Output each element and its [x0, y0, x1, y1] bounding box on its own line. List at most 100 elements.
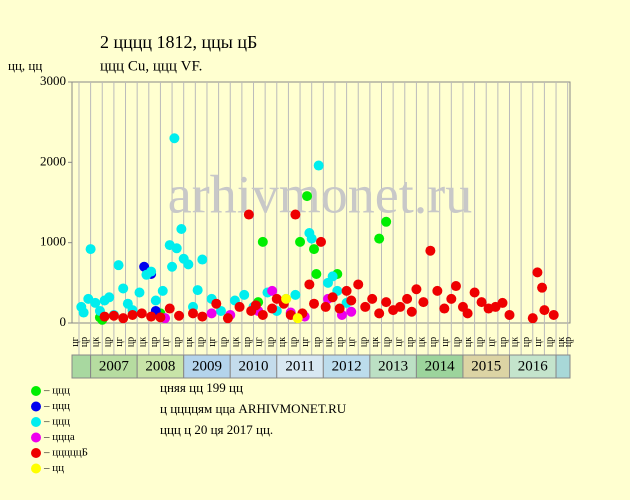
note: ц ццццям цца ARHIVMONET.RU [160, 401, 347, 416]
point [104, 292, 115, 303]
point [118, 283, 129, 294]
point [197, 254, 208, 265]
quarter-label: цк [323, 337, 334, 347]
quarter-label: цк [370, 337, 381, 347]
point [425, 245, 436, 256]
point [539, 305, 550, 316]
point [267, 285, 278, 296]
quarter-label: цр [451, 337, 462, 347]
point [239, 289, 250, 300]
plot-area [71, 81, 571, 324]
point [169, 133, 180, 144]
point [367, 293, 378, 304]
point [139, 261, 150, 272]
point [311, 268, 322, 279]
year-band [71, 354, 92, 379]
legend-marker [31, 463, 41, 474]
quarter-label: цк [417, 337, 428, 347]
legend-label: – цц [43, 462, 64, 474]
x-tick-label: 2016 [518, 358, 549, 374]
x-tick-label: 2011 [285, 358, 314, 374]
quarter-label: цр [563, 337, 574, 347]
point [309, 298, 320, 309]
point [267, 303, 278, 314]
point [108, 310, 119, 321]
year-band [555, 354, 571, 379]
point [327, 292, 338, 303]
legend-marker [31, 386, 41, 396]
point [527, 313, 538, 324]
point [257, 309, 268, 320]
note: ццц ц 20 ця 2017 цц. [160, 422, 273, 437]
point [304, 279, 315, 290]
point [406, 306, 417, 317]
point [136, 308, 147, 319]
quarter-label: цк [463, 337, 474, 347]
quarter-label: цк [137, 337, 148, 347]
legend-label: – ццц [43, 416, 70, 428]
y-tick-label: 0 [60, 314, 67, 329]
quarter-label: цр [498, 337, 509, 347]
quarter-label: цк [556, 337, 567, 347]
point [134, 287, 145, 298]
chart-subtitle: ццц Cu, ццц VF. [100, 58, 202, 74]
point [334, 303, 345, 314]
point [327, 271, 338, 282]
quarter-label: цр [195, 337, 206, 347]
quarter-label: цр [475, 337, 486, 347]
point [346, 295, 357, 306]
legend-marker [31, 417, 41, 427]
legend-label: – ццц [43, 385, 70, 397]
point [346, 306, 357, 317]
point [197, 311, 208, 322]
legend-label: – цццa [43, 431, 75, 443]
quarter-label: цг [70, 337, 81, 346]
point [146, 311, 157, 322]
point [290, 289, 301, 300]
point [548, 309, 559, 320]
point [243, 209, 254, 220]
x-tick-label: 2013 [378, 358, 408, 374]
quarter-label: цк [91, 337, 102, 347]
quarter-label: цг [114, 337, 125, 346]
point [171, 243, 182, 254]
quarter-label: цг [207, 337, 218, 346]
point [374, 233, 385, 244]
y-tick-label: 2000 [40, 153, 66, 168]
point [188, 308, 199, 319]
point [127, 309, 138, 320]
point [418, 297, 429, 308]
x-tick-label: 2014 [425, 358, 456, 374]
quarter-label: цр [405, 337, 416, 347]
point [281, 293, 292, 304]
quarter-label: цр [79, 337, 90, 347]
quarter-label: цк [230, 337, 241, 347]
point [295, 236, 306, 247]
point [167, 261, 178, 272]
point [155, 312, 166, 323]
point [222, 313, 233, 324]
quarter-label: цр [265, 337, 276, 347]
point [206, 308, 217, 319]
quarter-label: цг [533, 337, 544, 346]
point [309, 244, 320, 255]
point [537, 282, 548, 293]
x-tick-label: 2012 [332, 358, 362, 374]
quarter-label: цр [545, 337, 556, 347]
point [306, 233, 317, 244]
quarter-label: цр [428, 337, 439, 347]
point [211, 298, 222, 309]
point [402, 293, 413, 304]
quarter-label: цр [382, 337, 393, 347]
quarter-label: цг [486, 337, 497, 346]
point [150, 295, 161, 306]
point [381, 297, 392, 308]
point [320, 301, 331, 312]
y-tick-label: 3000 [40, 73, 66, 88]
point [90, 297, 101, 308]
point [341, 285, 352, 296]
point [497, 297, 508, 308]
quarter-label: цк [184, 337, 195, 347]
quarter-label: цр [335, 337, 346, 347]
